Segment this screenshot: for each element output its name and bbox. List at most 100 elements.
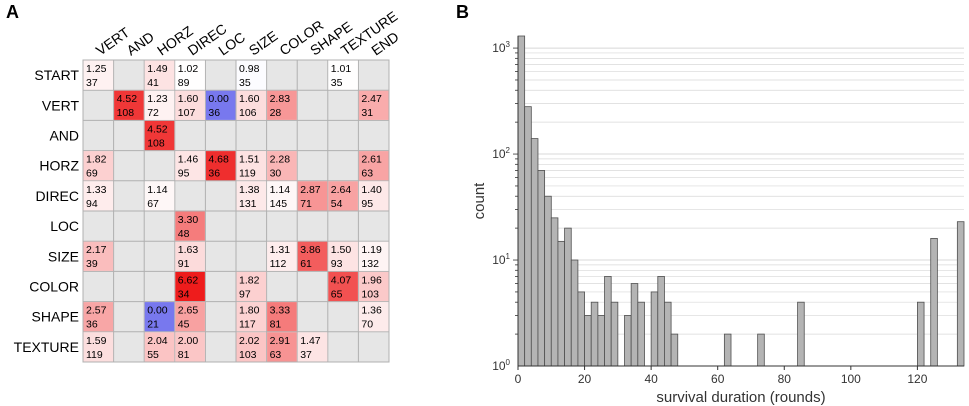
heatmap-cell <box>267 90 297 120</box>
heatmap-cell <box>144 120 175 151</box>
heatmap-cell-value: 4.07 <box>331 274 352 286</box>
histogram-bar <box>624 315 632 367</box>
heatmap-cell-count: 81 <box>178 349 190 361</box>
heatmap-cell <box>175 302 205 332</box>
heatmap-cell <box>144 60 175 90</box>
heatmap-cell-count: 95 <box>178 168 190 180</box>
heatmap-cell-count: 35 <box>239 77 251 89</box>
heatmap-cell-value: 2.64 <box>331 184 352 196</box>
heatmap-cell-value: 1.46 <box>178 154 199 166</box>
heatmap-cell <box>267 302 297 332</box>
heatmap-panel: VERT AND HORZ DIREC LOC SIZE COLOR SHAPE TEXTURE… <box>14 8 402 363</box>
heatmap-cell-count: 61 <box>300 258 312 270</box>
heatmap-cell-count: 35 <box>331 77 343 89</box>
heatmap-cell-value: 1.01 <box>331 63 352 75</box>
heatmap-cell-count: 37 <box>86 77 98 89</box>
histogram-bar <box>650 291 659 367</box>
heatmap-cell <box>175 90 205 120</box>
heatmap-cell-value: 3.86 <box>300 244 321 256</box>
heatmap-cell <box>83 332 114 362</box>
histogram-bar <box>604 276 612 367</box>
heatmap-cell-value: 1.82 <box>86 154 107 166</box>
heatmap-cell-value: 1.25 <box>86 63 107 75</box>
heatmap-row-label: SHAPE <box>32 309 79 325</box>
histogram-bar <box>797 301 805 367</box>
heatmap-cell-value: 1.38 <box>239 184 260 196</box>
y-tick-label: 100 <box>492 358 510 373</box>
x-tick-label: 80 <box>778 372 792 386</box>
heatmap-cell-count: 119 <box>239 168 256 180</box>
heatmap-cell-count: 145 <box>270 198 288 210</box>
histogram-bar <box>917 301 925 367</box>
heatmap-cell-value: 6.62 <box>178 274 199 286</box>
heatmap-cell-count: 30 <box>270 168 282 180</box>
heatmap-cell-value: 1.14 <box>270 184 291 196</box>
x-tick-label: 20 <box>578 372 592 386</box>
heatmap-cell-value: 1.60 <box>239 93 260 105</box>
heatmap-cell-value: 0.98 <box>239 63 260 75</box>
heatmap-cell-count: 55 <box>147 349 159 361</box>
heatmap-cell <box>83 60 114 90</box>
heatmap-cell <box>175 151 205 181</box>
heatmap-cell-value: 1.31 <box>270 244 291 256</box>
heatmap-cell-count: 119 <box>86 349 103 361</box>
heatmap-cell <box>236 151 267 181</box>
histogram-bar <box>584 315 592 367</box>
heatmap-cell-value: 2.17 <box>86 244 107 256</box>
panel-label-a: A <box>6 2 19 22</box>
heatmap-cell <box>83 241 114 271</box>
heatmap-cell <box>358 90 389 120</box>
heatmap-cell-count: 37 <box>300 349 312 361</box>
heatmap-cell <box>358 151 389 181</box>
heatmap-cell-count: 72 <box>147 107 159 119</box>
heatmap-cell-value: 1.47 <box>300 335 321 347</box>
heatmap-cell-count: 117 <box>239 319 256 331</box>
y-tick-label: 103 <box>492 40 510 55</box>
heatmap-cell-count: 70 <box>361 319 373 331</box>
heatmap-cell-value: 1.36 <box>361 305 382 317</box>
histogram-bar <box>637 301 645 367</box>
heatmap-cell-count: 112 <box>270 258 287 270</box>
x-tick-label: 60 <box>711 372 725 386</box>
histogram-bar <box>590 301 599 367</box>
heatmap-cell <box>358 241 389 271</box>
heatmap-cell <box>144 302 175 332</box>
x-tick-label: 120 <box>907 372 927 386</box>
heatmap-cell-value: 2.04 <box>147 335 168 347</box>
histogram-bar <box>930 237 938 367</box>
histogram-bar <box>577 291 585 367</box>
heatmap-cell <box>297 241 328 271</box>
heatmap-cell-value: 4.68 <box>208 154 229 166</box>
heatmap-cell-count: 21 <box>147 319 159 331</box>
heatmap-cell-value: 2.61 <box>361 154 382 166</box>
histogram-bar <box>544 195 552 367</box>
y-axis-label: count <box>471 182 488 220</box>
heatmap-cell-count: 41 <box>147 77 159 89</box>
heatmap-cell-value: 1.49 <box>147 63 168 75</box>
heatmap-cell <box>267 241 297 271</box>
heatmap-cell-value: 1.14 <box>147 184 168 196</box>
heatmap-cell-count: 36 <box>86 319 98 331</box>
heatmap-cell-value: 2.02 <box>239 335 260 347</box>
heatmap-cell <box>328 60 358 90</box>
heatmap-cell <box>175 60 205 90</box>
heatmap-cell-value: 0.00 <box>208 93 229 105</box>
heatmap-cell-value: 1.02 <box>178 63 199 75</box>
heatmap-cell <box>267 181 297 211</box>
heatmap-row-label: START <box>34 67 79 83</box>
histogram-bar <box>670 333 679 367</box>
heatmap-cell-value: 2.91 <box>270 335 291 347</box>
histogram-bar <box>610 301 619 367</box>
heatmap-cell-count: 63 <box>361 168 373 180</box>
heatmap-cell-count: 94 <box>86 198 98 210</box>
heatmap-cell-count: 65 <box>331 288 343 300</box>
heatmap-cell-count: 36 <box>208 107 220 119</box>
heatmap-cell-count: 45 <box>178 319 190 331</box>
heatmap-row-label: DIREC <box>35 188 79 204</box>
heatmap-cell-count: 48 <box>178 228 190 240</box>
heatmap-cell-count: 54 <box>331 198 343 210</box>
heatmap-cell-value: 1.50 <box>331 244 352 256</box>
heatmap-cell-count: 67 <box>147 198 159 210</box>
heatmap-cell-value: 0.00 <box>147 305 168 317</box>
heatmap-row-label: SIZE <box>48 248 79 264</box>
